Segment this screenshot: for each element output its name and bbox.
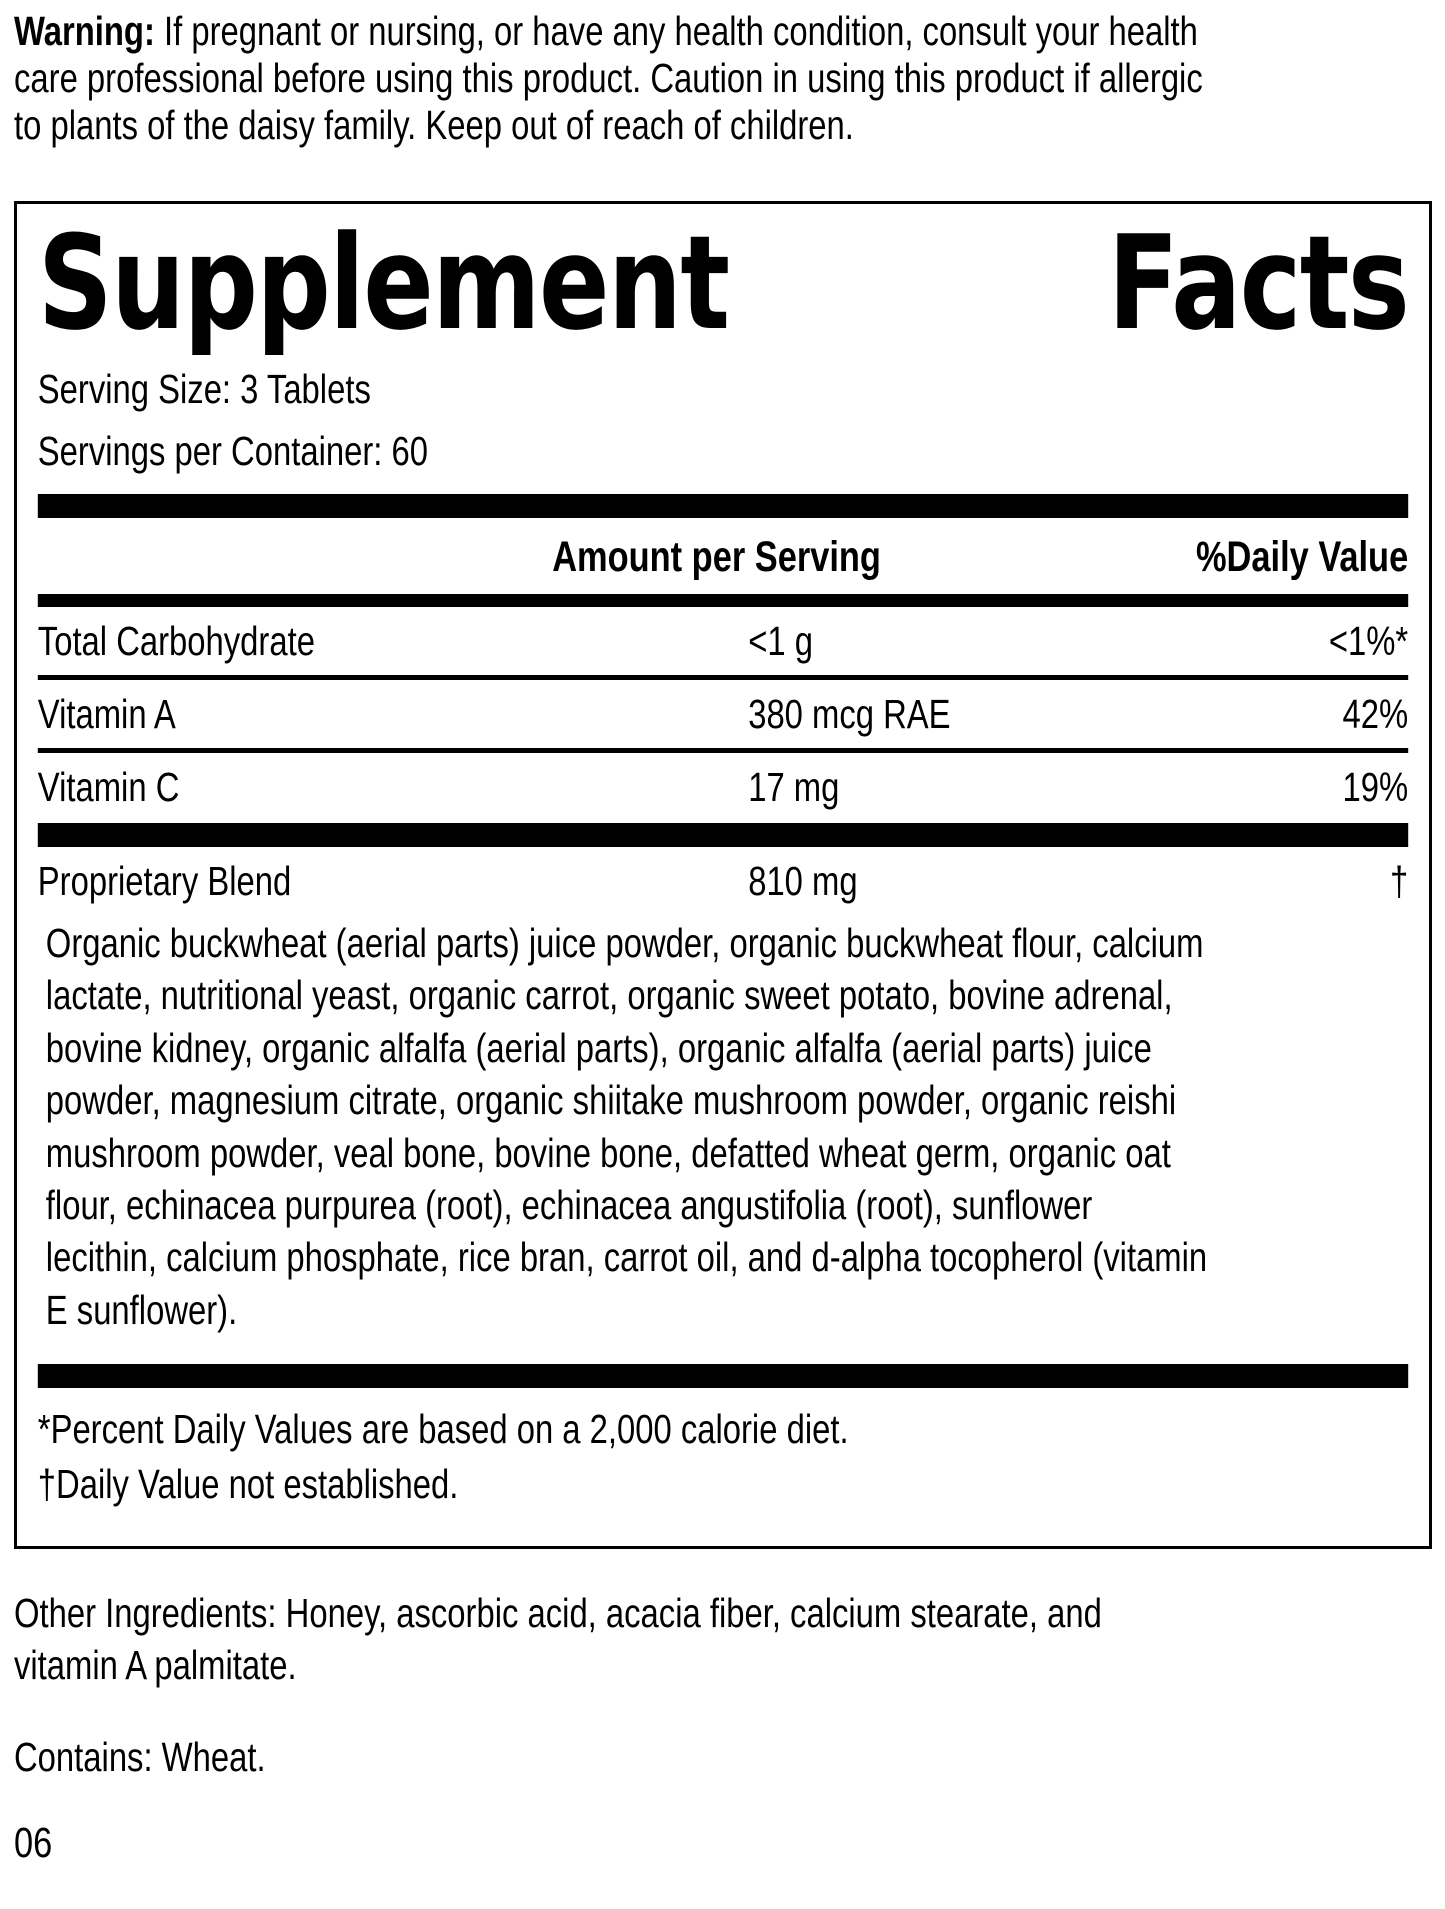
contains-text: Contains: Wheat. (14, 1734, 266, 1781)
row-name: Vitamin C (37, 764, 180, 810)
medium-separator (37, 594, 1409, 607)
blend-daily-value: † (1389, 858, 1409, 904)
daily-value-header: %Daily Value (1195, 533, 1409, 581)
row-separator (37, 675, 1409, 680)
warning-body: If pregnant or nursing, or have any heal… (14, 8, 1203, 148)
blend-amount: 810 mg (748, 858, 858, 904)
row-amount: 380 mcg RAE (748, 691, 951, 737)
panel-title: Supplement Facts (37, 207, 1410, 359)
row-daily-value: 19% (1342, 764, 1409, 810)
supplement-facts-panel: Supplement Facts Serving Size: 3 Tablets… (14, 201, 1432, 1550)
nutrition-row-total-carbohydrate: Total Carbohydrate <1 g <1%* (38, 607, 1408, 675)
blend-ingredients-text: Organic buckwheat (aerial parts) juice p… (45, 920, 1208, 1333)
footnote-daily-values: *Percent Daily Values are based on a 2,0… (37, 1406, 849, 1453)
row-name: Vitamin A (37, 691, 176, 737)
footnotes-block: *Percent Daily Values are based on a 2,0… (38, 1402, 1408, 1512)
row-name: Total Carbohydrate (37, 618, 315, 664)
nutrition-row-vitamin-c: Vitamin C 17 mg 19% (38, 753, 1408, 821)
amount-per-serving-header: Amount per Serving (552, 533, 881, 581)
row-daily-value: <1%* (1328, 618, 1409, 664)
title-word-supplement: Supplement (37, 207, 730, 359)
warning-text: Warning: If pregnant or nursing, or have… (14, 8, 1226, 149)
servings-per-container-line: Servings per Container: 60 (37, 428, 428, 474)
page-code: 06 (14, 1819, 53, 1868)
thick-separator-footnotes (37, 1364, 1409, 1389)
serving-size-line: Serving Size: 3 Tablets (37, 366, 371, 412)
nutrition-header-row: Amount per Serving %Daily Value (38, 518, 1408, 594)
row-separator (37, 748, 1409, 753)
thick-separator-blend (37, 823, 1409, 847)
warning-label: Warning: (14, 8, 155, 54)
thick-separator-top (37, 494, 1409, 518)
row-amount: <1 g (748, 618, 813, 664)
nutrition-row-vitamin-a: Vitamin A 380 mcg RAE 42% (38, 680, 1408, 748)
row-amount: 17 mg (748, 764, 840, 810)
footnote-dagger: †Daily Value not established. (37, 1461, 459, 1508)
blend-name: Proprietary Blend (37, 858, 292, 904)
title-word-facts: Facts (1107, 207, 1410, 359)
row-daily-value: 42% (1342, 691, 1409, 737)
proprietary-blend-row: Proprietary Blend 810 mg † (38, 847, 1408, 915)
other-ingredients-text: Other Ingredients: Honey, ascorbic acid,… (14, 1590, 1102, 1689)
